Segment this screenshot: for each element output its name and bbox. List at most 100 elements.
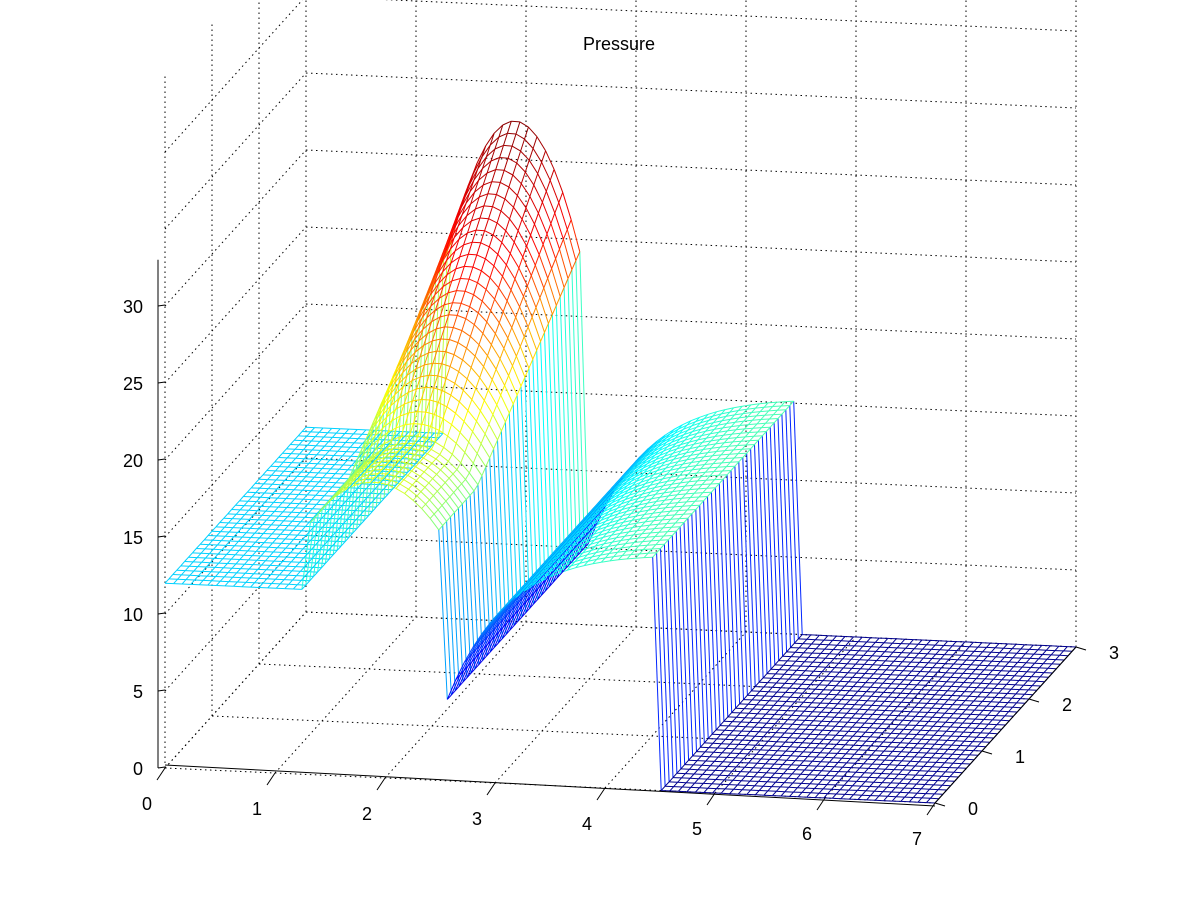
mesh-line bbox=[580, 547, 585, 553]
mesh-line bbox=[390, 394, 396, 406]
mesh-line bbox=[510, 601, 520, 620]
mesh-line bbox=[277, 493, 282, 499]
mesh-line bbox=[610, 493, 621, 500]
mesh-line bbox=[275, 524, 281, 530]
mesh-line bbox=[526, 275, 532, 287]
mesh-line bbox=[427, 286, 433, 296]
mesh-line bbox=[519, 346, 530, 369]
mesh-line bbox=[247, 496, 253, 502]
mesh-line bbox=[236, 568, 241, 574]
mesh-line bbox=[450, 256, 460, 264]
mesh-line bbox=[257, 515, 263, 521]
mesh-line bbox=[676, 445, 686, 450]
mesh-line bbox=[532, 148, 543, 163]
mesh-line bbox=[410, 458, 420, 463]
mesh-line bbox=[467, 399, 473, 411]
mesh-line bbox=[617, 479, 622, 485]
mesh-line bbox=[431, 448, 441, 455]
mesh-line bbox=[301, 476, 307, 482]
mesh-line bbox=[446, 394, 452, 407]
mesh-line bbox=[387, 484, 397, 489]
mesh-line bbox=[270, 569, 276, 575]
mesh-line bbox=[283, 466, 289, 472]
mesh-line bbox=[271, 578, 276, 584]
mesh-line bbox=[480, 230, 486, 243]
mesh-line bbox=[362, 497, 368, 503]
mesh-line bbox=[409, 328, 419, 343]
mesh-line bbox=[237, 527, 242, 533]
mesh-line bbox=[696, 464, 705, 467]
mesh-line bbox=[703, 455, 713, 458]
mesh-line bbox=[519, 336, 525, 347]
mesh-line bbox=[315, 549, 321, 555]
mesh-line bbox=[608, 487, 614, 493]
mesh-line bbox=[659, 539, 669, 541]
mesh-line bbox=[576, 537, 581, 543]
mesh-line bbox=[495, 358, 501, 370]
mesh-line bbox=[475, 640, 485, 659]
mesh-line bbox=[543, 287, 553, 315]
mesh-line bbox=[473, 168, 483, 181]
mesh-line bbox=[258, 573, 263, 579]
mesh-line bbox=[483, 181, 492, 186]
mesh-line bbox=[630, 472, 636, 478]
mesh-line bbox=[482, 160, 492, 169]
mesh-line bbox=[429, 387, 435, 401]
mesh-line bbox=[632, 525, 642, 528]
mesh-line bbox=[306, 490, 312, 496]
mesh-line bbox=[393, 372, 404, 385]
mesh-line bbox=[441, 378, 447, 391]
mesh-line bbox=[198, 571, 203, 577]
mesh-line bbox=[242, 541, 248, 547]
mesh-line bbox=[554, 212, 564, 240]
mesh-line bbox=[743, 419, 753, 422]
mesh-line bbox=[524, 367, 530, 378]
mesh-line bbox=[313, 522, 319, 528]
mesh-line bbox=[479, 648, 484, 654]
mesh-line bbox=[589, 510, 595, 516]
mesh-line bbox=[611, 482, 617, 488]
mesh-line bbox=[612, 540, 621, 543]
mesh-line bbox=[553, 568, 563, 573]
mesh-line bbox=[465, 499, 476, 670]
mesh-line bbox=[364, 465, 370, 471]
mesh-line bbox=[399, 476, 405, 482]
mesh-line bbox=[430, 441, 436, 450]
mesh-line bbox=[731, 432, 741, 435]
mesh-line bbox=[427, 467, 437, 475]
mesh-line bbox=[269, 502, 274, 508]
mesh-line bbox=[693, 484, 703, 486]
mesh-line bbox=[214, 562, 220, 568]
mesh-line bbox=[616, 478, 622, 484]
mesh-line bbox=[332, 432, 337, 438]
mesh-line bbox=[223, 563, 228, 569]
mesh-line bbox=[596, 500, 602, 506]
mesh-line bbox=[504, 198, 514, 208]
mesh-line bbox=[385, 394, 391, 405]
mesh-line bbox=[760, 410, 769, 413]
mesh-line bbox=[626, 557, 636, 560]
mesh-line bbox=[725, 414, 735, 417]
mesh-line bbox=[382, 475, 387, 481]
mesh-line bbox=[427, 328, 437, 334]
mesh-line bbox=[475, 217, 481, 231]
mesh-line bbox=[479, 640, 485, 646]
mesh-line bbox=[699, 459, 709, 462]
mesh-line bbox=[475, 633, 486, 650]
mesh-line bbox=[458, 681, 464, 687]
mesh-line bbox=[475, 644, 481, 650]
mesh-line bbox=[333, 509, 339, 515]
mesh-line bbox=[537, 595, 542, 601]
mesh-line bbox=[645, 451, 651, 457]
mesh-line bbox=[456, 303, 462, 316]
mesh-line bbox=[622, 513, 632, 517]
mesh-line bbox=[472, 421, 477, 432]
mesh-line bbox=[532, 136, 538, 149]
mesh-line bbox=[698, 444, 708, 448]
mesh-line bbox=[714, 427, 723, 430]
mesh-line bbox=[590, 508, 596, 514]
mesh-line bbox=[488, 218, 498, 224]
mesh-line bbox=[419, 457, 424, 463]
mesh-line bbox=[298, 440, 304, 446]
mesh-line bbox=[539, 287, 545, 298]
